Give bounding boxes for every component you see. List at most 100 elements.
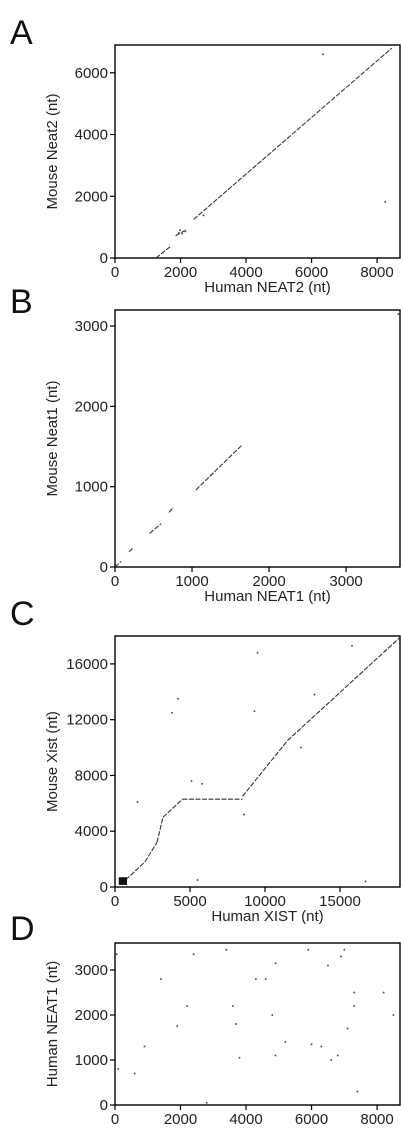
panel-a-x-tick-label: 2000 (164, 264, 197, 281)
panel-d-alignment-point (310, 1043, 313, 1046)
panel-a-alignment-point (179, 229, 181, 232)
panel-d-alignment-point (235, 1023, 238, 1025)
panel-d-alignment-point (353, 1005, 355, 1007)
panel-a-alignment-point (178, 231, 180, 234)
panel-c-alignment-segment (162, 798, 183, 818)
panel-a-alignment-segment (155, 245, 172, 259)
panel-a-y-tick-label: 6000 (75, 65, 108, 82)
panel-c: C 0 5000 10000 15000 0 4000 8000 12000 16000 Human… (10, 595, 401, 925)
panel-d-x-tick-label: 8000 (360, 1111, 393, 1128)
panel-c-plot-frame (114, 635, 401, 888)
panel-d-alignment-point (205, 1101, 208, 1104)
panel-c-alignment-point (256, 651, 259, 654)
panel-a-x-tick-label: 4000 (229, 264, 262, 281)
panel-a-y-tick-label: 4000 (75, 127, 108, 144)
panel-d-y-tick-label: 3000 (75, 962, 108, 979)
panel-d-x-axis-label: Human NEAT2 (nt) (204, 1126, 330, 1128)
panel-d-alignment-point (330, 1059, 333, 1061)
panel-a-alignment-point (384, 201, 387, 203)
panel-c-alignment-segment (287, 636, 401, 741)
panel-c-alignment-point (243, 813, 245, 816)
panel-b-alignment-segment (149, 523, 162, 534)
panel-b-x-axis-label: Human NEAT1 (nt) (204, 588, 330, 605)
panel-d-x-tick-label: 6000 (295, 1111, 328, 1128)
panel-a-y-tick-label: 2000 (75, 188, 108, 205)
panel-b-alignment-segment (114, 560, 122, 568)
panel-d-alignment-point (392, 1014, 395, 1016)
panel-d: D 0 2000 4000 6000 8000 0 1000 2000 3000 Human NEA… (10, 910, 401, 1128)
panel-d-alignment-point (320, 1045, 323, 1048)
panel-c-alignment-segment (242, 740, 288, 797)
panel-a-alignment-point (184, 230, 187, 233)
panel-d-alignment-point (238, 1056, 241, 1059)
panel-d-y-tick-label: 0 (100, 1097, 108, 1114)
panel-a-x-axis-label: Human NEAT2 (nt) (204, 279, 330, 296)
panel-c-alignment-point (313, 693, 316, 696)
panel-a-alignment-segment (175, 229, 186, 237)
panel-c-alignment-point (253, 710, 256, 713)
panel-c-alignment-segment (144, 842, 158, 863)
panel-d-alignment-point (264, 978, 267, 980)
panel-d-alignment-point (284, 1041, 287, 1043)
panel-d-alignment-point (143, 1045, 146, 1048)
panel-d-alignment-point (356, 1090, 359, 1093)
panel-d-letter: D (10, 910, 35, 948)
panel-a-alignment-point (202, 214, 205, 217)
panel-d-alignment-point (232, 1005, 234, 1007)
panel-a-y-axis-label: Mouse Neat2 (nt) (44, 94, 61, 210)
panel-b-plot-frame (114, 309, 401, 568)
panel-d-alignment-point (192, 953, 195, 956)
panel-d-alignment-point (353, 991, 355, 994)
panel-d-alignment-point (160, 978, 162, 980)
panel-d-y-tick-label: 2000 (75, 1007, 108, 1024)
panel-d-alignment-point (274, 962, 277, 965)
panel-b-letter: B (10, 283, 33, 321)
panel-c-alignment-point (136, 801, 139, 803)
panel-c-x-tick-label: 15000 (319, 893, 361, 910)
panel-c-alignment-point (201, 783, 203, 785)
panel-c-y-tick-label: 12000 (66, 712, 108, 729)
panel-c-alignment-block (118, 877, 127, 885)
panel-c-y-axis-label: Mouse Xist (nt) (44, 711, 61, 812)
panel-d-alignment-point (255, 978, 257, 980)
panel-a-alignment-point (181, 232, 183, 235)
panel-d-x-tick-label: 0 (111, 1111, 119, 1128)
panel-c-alignment-point (171, 711, 173, 714)
panel-d-alignment-point (327, 964, 329, 967)
panel-d-x-tick-label: 4000 (229, 1111, 262, 1128)
panel-b-x-tick-label: 2000 (252, 573, 285, 590)
panel-c-alignment-point (364, 880, 367, 883)
panel-d-x-tick-label: 2000 (164, 1111, 197, 1128)
panel-c-letter: C (10, 595, 35, 633)
panel-b-y-tick-label: 0 (100, 559, 108, 576)
panel-d-plot-frame (114, 942, 401, 1106)
panel-d-y-tick-label: 1000 (75, 1052, 108, 1069)
panel-b-x-tick-label: 1000 (175, 573, 208, 590)
panel-b-x-tick-label: 3000 (329, 573, 362, 590)
panel-d-alignment-point (117, 1068, 120, 1070)
panel-c-alignment-point (177, 697, 179, 700)
panel-d-alignment-point (340, 955, 342, 958)
panel-d-alignment-point (225, 948, 228, 951)
panel-a-x-tick-label: 6000 (295, 264, 328, 281)
panel-c-alignment-point (351, 644, 353, 647)
panel-d-alignment-point (346, 1027, 349, 1030)
panel-d-alignment-point (186, 1005, 188, 1007)
panel-a-y-tick-label: 0 (100, 250, 108, 267)
panel-c-alignment-segment (156, 817, 164, 843)
panel-b-y-tick-label: 3000 (75, 318, 108, 335)
panel-d-alignment-point (274, 1054, 277, 1057)
panel-d-alignment-point (176, 1025, 179, 1028)
panel-b-y-axis-label: Mouse Neat1 (nt) (44, 381, 61, 497)
panel-a-alignment-segment (193, 47, 393, 220)
panel-c-y-tick-label: 0 (100, 879, 108, 896)
panel-b-alignment-segment (195, 444, 243, 491)
panel-d-alignment-point (343, 948, 346, 951)
panel-c-y-tick-label: 8000 (75, 767, 108, 784)
panel-b-alignment-segment (128, 547, 134, 553)
panel-c-x-tick-label: 0 (111, 893, 119, 910)
panel-c-y-tick-label: 4000 (75, 823, 108, 840)
